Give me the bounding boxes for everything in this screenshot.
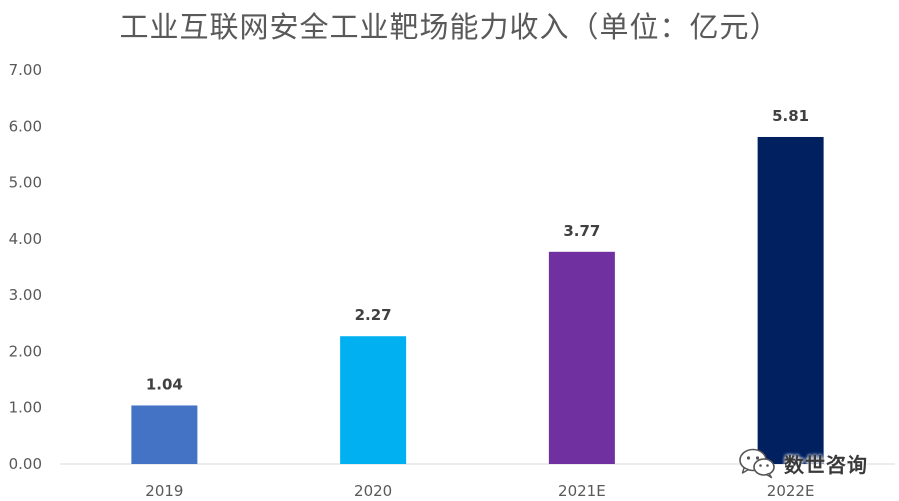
chart-title: 工业互联网安全工业靶场能力收入（单位：亿元） [119,10,780,44]
y-tick-label: 4.00 [9,230,42,248]
watermark: 数世咨询 [738,446,868,480]
y-tick-label: 6.00 [9,117,42,135]
x-category-label: 2020 [354,482,392,500]
y-tick-label: 0.00 [9,455,42,473]
bar-2022E [757,136,824,465]
data-label-2019: 1.04 [146,375,183,393]
x-category-label: 2019 [145,482,183,500]
data-labels: 1.04 2.27 3.77 5.81 [146,107,809,393]
bar-2020 [340,336,407,464]
y-tick-label: 1.00 [9,399,42,417]
data-label-2020: 2.27 [355,306,392,324]
x-category-label: 2021E [558,482,606,500]
y-tick-label: 3.00 [9,286,42,304]
data-label-2022E: 5.81 [772,107,809,125]
bar-2021E [548,251,615,464]
bar-2019 [131,405,198,464]
y-tick-label: 5.00 [9,174,42,192]
watermark-text: 数世咨询 [784,452,868,477]
data-label-2021E: 3.77 [563,222,600,240]
y-axis-ticks: 0.00 1.00 2.00 3.00 4.00 5.00 6.00 7.00 [9,61,42,473]
x-axis-categories: 2019 2020 2021E 2022E [145,482,814,500]
wechat-icon [739,448,775,479]
x-category-label: 2022E [767,482,815,500]
y-tick-label: 7.00 [9,61,42,79]
bars [131,136,824,465]
y-tick-label: 2.00 [9,342,42,360]
